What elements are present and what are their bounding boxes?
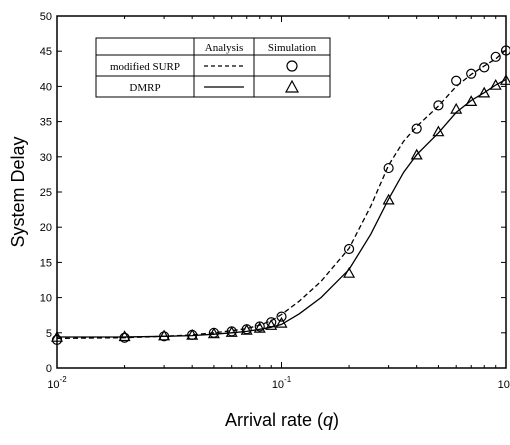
legend-label-modified-surp: modified SURP [110,61,180,73]
dmrp-simulation-point [186,328,199,340]
modified-surp-simulation-point [466,68,477,79]
y-tick-label: 10 [40,293,52,305]
legend: Analysis Simulation modified SURP DMRP [95,37,331,98]
y-tick-label: 0 [46,363,52,375]
dmrp-simulation-point [499,74,510,85]
dmrp-simulation-point [118,330,131,342]
dmrp-simulation-point [240,323,253,335]
modified-surp-simulation-point [451,75,462,86]
legend-header-simulation: Simulation [268,42,317,54]
series-lines [56,49,507,340]
dmrp-simulation-point [50,330,64,342]
y-tick-label: 35 [40,117,52,129]
x-tick-label: 10-2 [47,375,67,391]
modified-surp-simulation-point [411,123,422,134]
y-axis-label: System Delay [8,136,28,247]
dmrp-simulation-point [265,319,278,330]
legend-label-dmrp: DMRP [129,82,160,94]
y-tick-label: 25 [40,187,52,199]
modified-surp-simulation-point [490,51,501,62]
modified-surp-simulation-point [266,317,277,328]
legend-triangle-marker [284,79,300,93]
dmrp-simulation-point [450,102,463,114]
dmrp-simulation-point [489,78,502,90]
legend-header-analysis: Analysis [205,42,244,54]
y-tick-label: 45 [40,46,52,58]
legend-circle-marker [286,60,298,72]
x-tick-label: 100 [498,375,510,391]
y-tick-label: 30 [40,152,52,164]
modified-surp-simulation-point [276,311,287,322]
modified-surp-simulation-point [343,243,355,255]
y-tick-label: 15 [40,257,52,269]
x-axis-label: Arrival rate (q) [225,410,339,430]
y-tick-label: 50 [40,11,52,23]
dmrp-simulation-point [343,266,356,278]
dmrp-simulation-point [465,95,478,107]
y-tick-label: 20 [40,222,52,234]
dmrp-simulation-point [478,86,491,98]
dmrp-simulation-point [253,321,266,333]
dmrp-simulation-point [410,148,423,160]
modified-surp-simulation-point [119,332,130,343]
dmrp-simulation-point [432,125,445,137]
axis-ticks: 0 5 10 15 20 25 30 35 40 45 50 10-2 10-1 100 [40,11,510,391]
modified-surp-simulation-point [383,162,394,174]
y-tick-label: 5 [46,328,52,340]
dmrp-simulation-point [225,326,238,337]
modified-surp-simulation-point [433,100,444,111]
dmrp-analysis-line [57,78,507,338]
dmrp-simulation-point [158,329,171,341]
series-markers [50,45,510,345]
dmrp-simulation-point [382,193,395,205]
y-tick-label: 40 [40,81,52,93]
modified-surp-simulation-point [479,62,490,73]
dmrp-simulation-point [275,316,288,328]
dmrp-simulation-point [207,327,220,339]
modified-surp-simulation-point [500,45,510,56]
x-tick-label: 10-1 [272,375,292,391]
